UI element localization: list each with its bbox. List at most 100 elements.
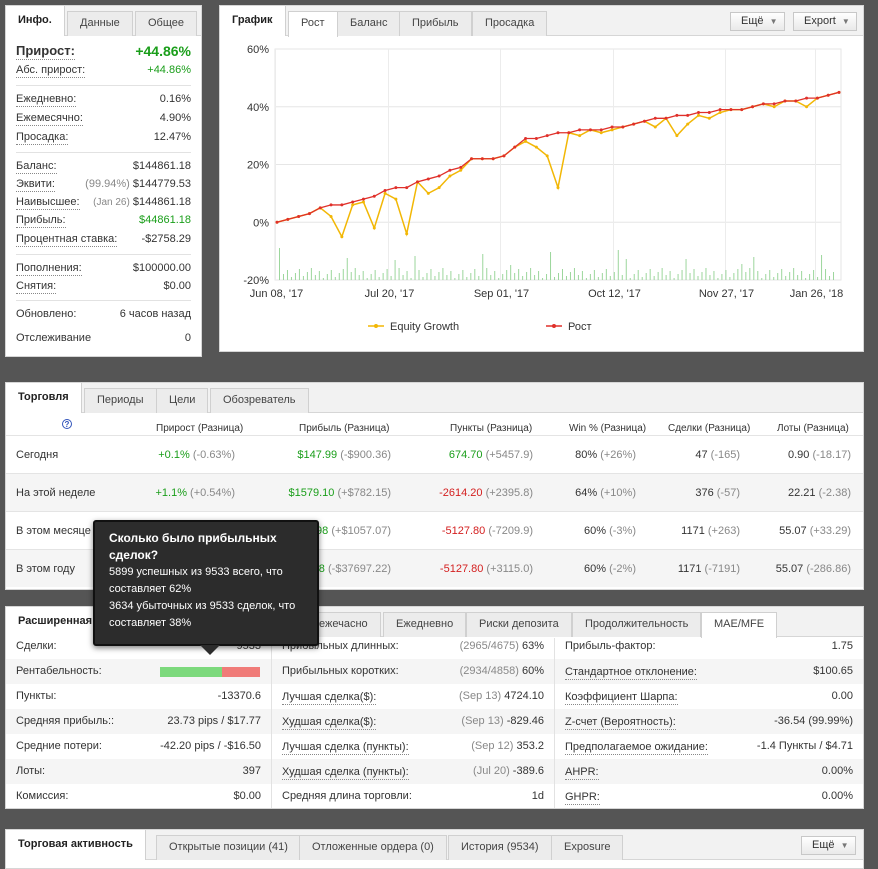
- data-point: [740, 108, 744, 112]
- tab-info[interactable]: Инфо.: [6, 6, 65, 36]
- help-icon[interactable]: ?: [62, 419, 72, 429]
- volume-bar: [701, 272, 703, 280]
- volume-bar: [665, 275, 667, 280]
- trades-value: 376: [695, 487, 714, 499]
- tab-chart[interactable]: График: [220, 6, 286, 36]
- volume-bar: [773, 277, 775, 280]
- volume-bar: [729, 277, 731, 280]
- data-point: [534, 137, 538, 141]
- profitability-bar[interactable]: [160, 667, 260, 677]
- data-point: [372, 194, 376, 198]
- volume-bar: [749, 268, 751, 280]
- data-point: [513, 145, 517, 149]
- tracking-label[interactable]: Отслеживание: [16, 332, 92, 344]
- chart-tabs: График Рост Баланс Прибыль Просадка Ещё ▼…: [220, 6, 863, 37]
- activity-more-button[interactable]: Ещё ▼: [801, 836, 856, 855]
- data-point: [772, 102, 776, 106]
- trades-diff: (+263): [707, 525, 740, 537]
- data-point: [437, 186, 441, 190]
- monthly-label: Ежемесячно:: [16, 112, 83, 126]
- volume-bar: [422, 277, 424, 280]
- tab-pending-orders[interactable]: Отложенные ордера (0): [299, 835, 447, 860]
- updated-value: 6 часов назад: [119, 308, 191, 320]
- volume-bar: [314, 275, 316, 280]
- tracking-value: 0: [184, 332, 191, 344]
- activity-tabs: Торговая активность Открытые позиции (41…: [6, 830, 863, 860]
- period-label: В этом месяце: [16, 525, 91, 537]
- stat-label: Средние потери:: [16, 740, 102, 752]
- data-point: [567, 131, 571, 135]
- stat-label: Прибыль-фактор:: [565, 640, 656, 652]
- tab-trading[interactable]: Торговля: [6, 383, 82, 413]
- tab-open-positions[interactable]: Открытые позиции (41): [156, 835, 301, 860]
- data-point: [578, 134, 582, 138]
- period-label: На этой неделе: [16, 487, 96, 499]
- abs-gain-row: Абс. прирост: +44.86%: [16, 61, 191, 79]
- volume-bar: [709, 275, 711, 280]
- y-tick-label: 0%: [253, 217, 269, 229]
- volume-bar: [801, 271, 803, 280]
- tab-drawdown[interactable]: Просадка: [472, 11, 548, 36]
- tab-exposure[interactable]: Exposure: [551, 835, 624, 860]
- stat-label: Прибыльных коротких:: [282, 665, 399, 677]
- header-profit: Прибыль (Разница): [299, 423, 390, 434]
- divider: [16, 254, 191, 255]
- tab-balance[interactable]: Баланс: [337, 11, 401, 36]
- tab-mae-mfe[interactable]: MAE/MFE: [701, 612, 778, 638]
- data-point: [664, 116, 668, 120]
- volume-bar: [322, 278, 324, 280]
- volume-bar: [362, 271, 364, 280]
- tab-browser[interactable]: Обозреватель: [210, 388, 309, 413]
- volume-bar: [438, 272, 440, 280]
- tab-history[interactable]: История (9534): [448, 835, 552, 860]
- tab-growth[interactable]: Рост: [288, 11, 338, 37]
- deposits-label: Пополнения:: [16, 262, 82, 276]
- header-trades: Сделки (Разница): [668, 423, 751, 434]
- daily-label: Ежедневно:: [16, 93, 77, 107]
- win-diff: (-2%): [609, 563, 636, 575]
- volume-bar: [761, 278, 763, 280]
- stat-label: Z-счет (Вероятность):: [565, 716, 676, 730]
- tab-daily[interactable]: Ежедневно: [383, 612, 467, 637]
- tab-data[interactable]: Данные: [67, 11, 133, 36]
- volume-bar: [717, 278, 719, 280]
- trades-cell: 47 (-165): [695, 436, 740, 474]
- volume-bar: [382, 273, 384, 280]
- header-pips: Пункты (Разница): [450, 423, 533, 434]
- tab-risk[interactable]: Риски депозита: [466, 612, 572, 637]
- volume-bar: [402, 275, 404, 280]
- tab-general[interactable]: Общее: [135, 11, 198, 36]
- data-point: [697, 111, 700, 115]
- volume-bar: [506, 270, 508, 280]
- stat-label: Худшая сделка (пункты):: [282, 766, 409, 780]
- more-button[interactable]: Ещё ▼: [730, 12, 785, 31]
- legend-label[interactable]: Рост: [568, 321, 592, 333]
- stat-note: (Sep 13): [458, 690, 502, 702]
- column-divider: [271, 638, 272, 808]
- legend-label[interactable]: Equity Growth: [390, 321, 459, 333]
- volume-bar: [450, 271, 452, 280]
- tab-profit[interactable]: Прибыль: [399, 11, 472, 36]
- header-win: Win % (Разница): [569, 423, 647, 434]
- tab-goals[interactable]: Цели: [156, 388, 209, 413]
- volume-bar: [410, 278, 412, 280]
- stat-value: 353.2: [516, 740, 544, 752]
- tab-trading-activity[interactable]: Торговая активность: [6, 830, 146, 860]
- volume-bar: [390, 276, 392, 280]
- data-point: [707, 116, 711, 120]
- export-button[interactable]: Export ▼: [793, 12, 857, 31]
- stat-row: Прибыльных коротких: (2934/4858) 60%: [272, 659, 554, 684]
- lots-value: 0.90: [787, 449, 810, 461]
- profit-diff: (+$1057.07): [331, 525, 391, 537]
- data-point: [459, 168, 463, 172]
- trades-value: 1171: [677, 563, 702, 575]
- tab-advanced[interactable]: Расширенная: [6, 607, 101, 637]
- tab-duration[interactable]: Продолжительность: [572, 612, 702, 637]
- tab-periods[interactable]: Периоды: [84, 388, 157, 413]
- table-row: В этом месяце 98 (+$1057.07) -5127.80 (-…: [6, 511, 863, 549]
- data-point: [556, 186, 560, 190]
- column-divider: [554, 638, 555, 808]
- data-point: [642, 119, 646, 123]
- volume-bar: [298, 269, 300, 280]
- volume-bar: [386, 269, 388, 280]
